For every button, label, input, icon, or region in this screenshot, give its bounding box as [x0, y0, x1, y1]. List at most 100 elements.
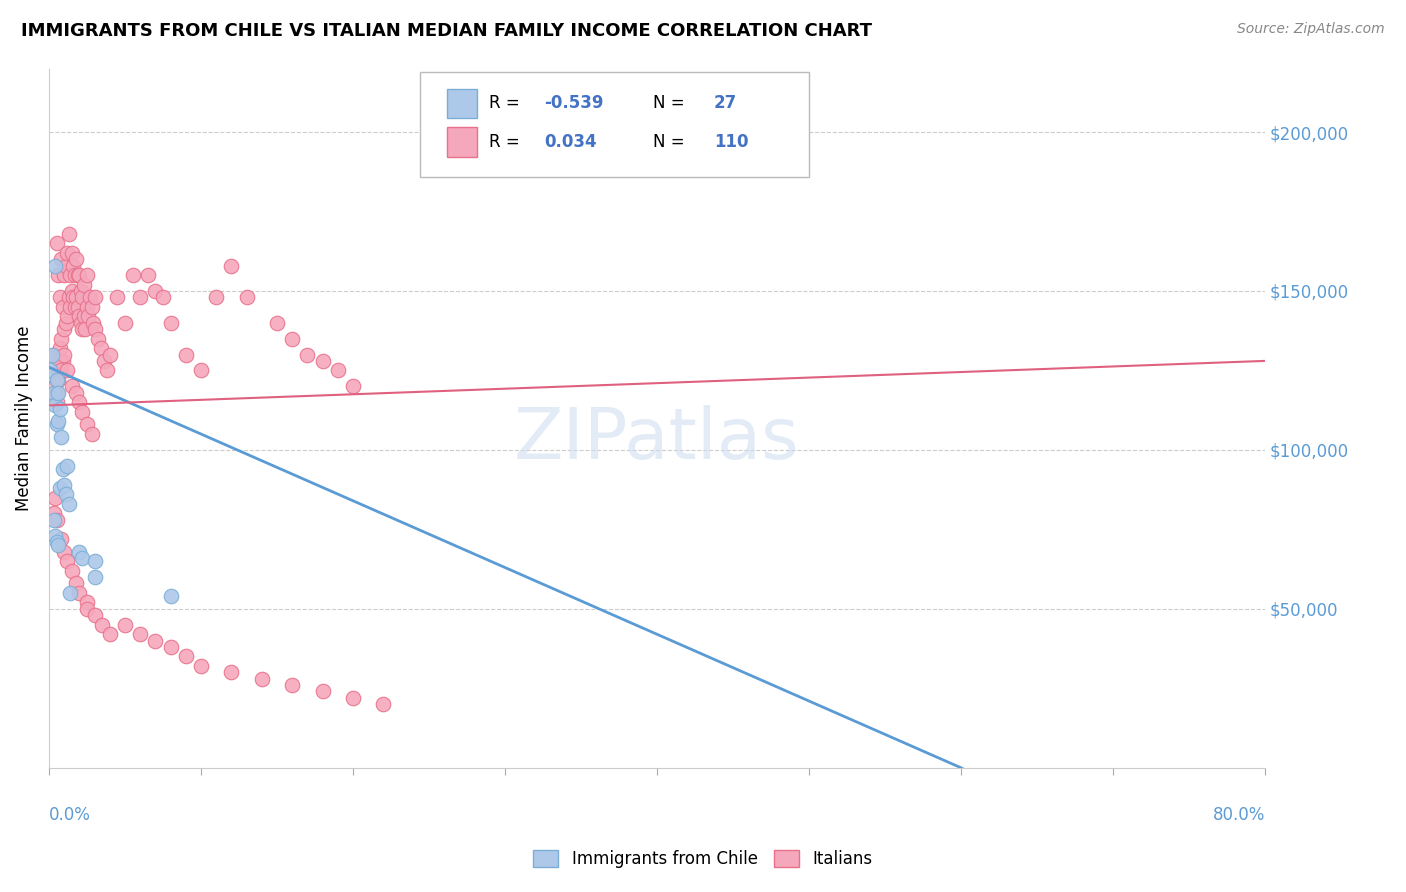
Point	[63, 268, 86, 282]
Point	[48, 290, 70, 304]
Point	[44, 529, 66, 543]
Text: IMMIGRANTS FROM CHILE VS ITALIAN MEDIAN FAMILY INCOME CORRELATION CHART: IMMIGRANTS FROM CHILE VS ITALIAN MEDIAN …	[21, 22, 872, 40]
Point	[60, 564, 83, 578]
Point	[174, 347, 197, 361]
Point	[58, 290, 80, 304]
Point	[49, 430, 72, 444]
Point	[62, 259, 84, 273]
Point	[42, 347, 65, 361]
Point	[73, 310, 96, 324]
Point	[46, 538, 69, 552]
Point	[39, 363, 62, 377]
Point	[58, 227, 80, 241]
Point	[49, 332, 72, 346]
Point	[56, 310, 79, 324]
Point	[136, 268, 159, 282]
Point	[67, 586, 90, 600]
Text: 27: 27	[714, 95, 737, 112]
Point	[98, 347, 121, 361]
Point	[70, 316, 93, 330]
Point	[67, 544, 90, 558]
Point	[42, 513, 65, 527]
Point	[53, 347, 76, 361]
Text: ZIPatlas: ZIPatlas	[515, 405, 800, 474]
Point	[159, 316, 181, 330]
Point	[48, 341, 70, 355]
Point	[48, 481, 70, 495]
Point	[86, 332, 108, 346]
Point	[70, 284, 93, 298]
Y-axis label: Median Family Income: Median Family Income	[15, 326, 32, 511]
Point	[49, 363, 72, 377]
Point	[46, 373, 69, 387]
FancyBboxPatch shape	[447, 89, 477, 118]
Point	[326, 363, 349, 377]
Point	[67, 310, 90, 324]
Point	[75, 322, 97, 336]
Point	[190, 659, 212, 673]
Point	[46, 268, 69, 282]
Point	[60, 284, 83, 298]
Point	[45, 417, 67, 432]
Point	[67, 395, 90, 409]
Text: 0.034: 0.034	[544, 133, 596, 151]
Point	[80, 427, 103, 442]
Point	[53, 478, 76, 492]
Point	[56, 554, 79, 568]
Point	[44, 491, 66, 505]
Point	[48, 354, 70, 368]
Point	[83, 570, 105, 584]
Point	[373, 697, 395, 711]
Text: N =: N =	[654, 133, 690, 151]
Point	[105, 290, 128, 304]
Point	[44, 398, 66, 412]
Point	[65, 385, 87, 400]
Point	[91, 617, 114, 632]
Point	[250, 672, 273, 686]
Point	[281, 332, 304, 346]
Point	[114, 316, 136, 330]
Point	[79, 290, 101, 304]
Point	[76, 300, 98, 314]
Point	[76, 602, 98, 616]
Point	[83, 554, 105, 568]
Point	[159, 640, 181, 654]
Point	[65, 290, 87, 304]
Point	[152, 290, 174, 304]
Point	[159, 589, 181, 603]
Point	[52, 354, 75, 368]
Point	[48, 401, 70, 416]
Point	[93, 354, 115, 368]
Point	[77, 310, 100, 324]
Text: -0.539: -0.539	[544, 95, 603, 112]
Point	[49, 252, 72, 267]
Point	[42, 385, 65, 400]
Point	[55, 316, 77, 330]
Text: 80.0%: 80.0%	[1212, 806, 1265, 824]
Point	[62, 290, 84, 304]
Point	[59, 300, 82, 314]
Point	[55, 259, 77, 273]
Point	[297, 347, 319, 361]
Point	[60, 245, 83, 260]
Point	[66, 268, 89, 282]
Point	[44, 379, 66, 393]
Point	[190, 363, 212, 377]
Point	[221, 259, 243, 273]
Point	[44, 259, 66, 273]
Point	[56, 245, 79, 260]
Point	[90, 341, 112, 355]
Point	[45, 535, 67, 549]
Point	[73, 277, 96, 292]
Point	[45, 385, 67, 400]
Point	[221, 665, 243, 680]
Point	[143, 633, 166, 648]
Point	[42, 507, 65, 521]
Point	[45, 373, 67, 387]
Text: R =: R =	[489, 95, 524, 112]
Point	[98, 627, 121, 641]
Point	[60, 379, 83, 393]
Point	[45, 236, 67, 251]
FancyBboxPatch shape	[447, 128, 477, 157]
Point	[266, 316, 288, 330]
